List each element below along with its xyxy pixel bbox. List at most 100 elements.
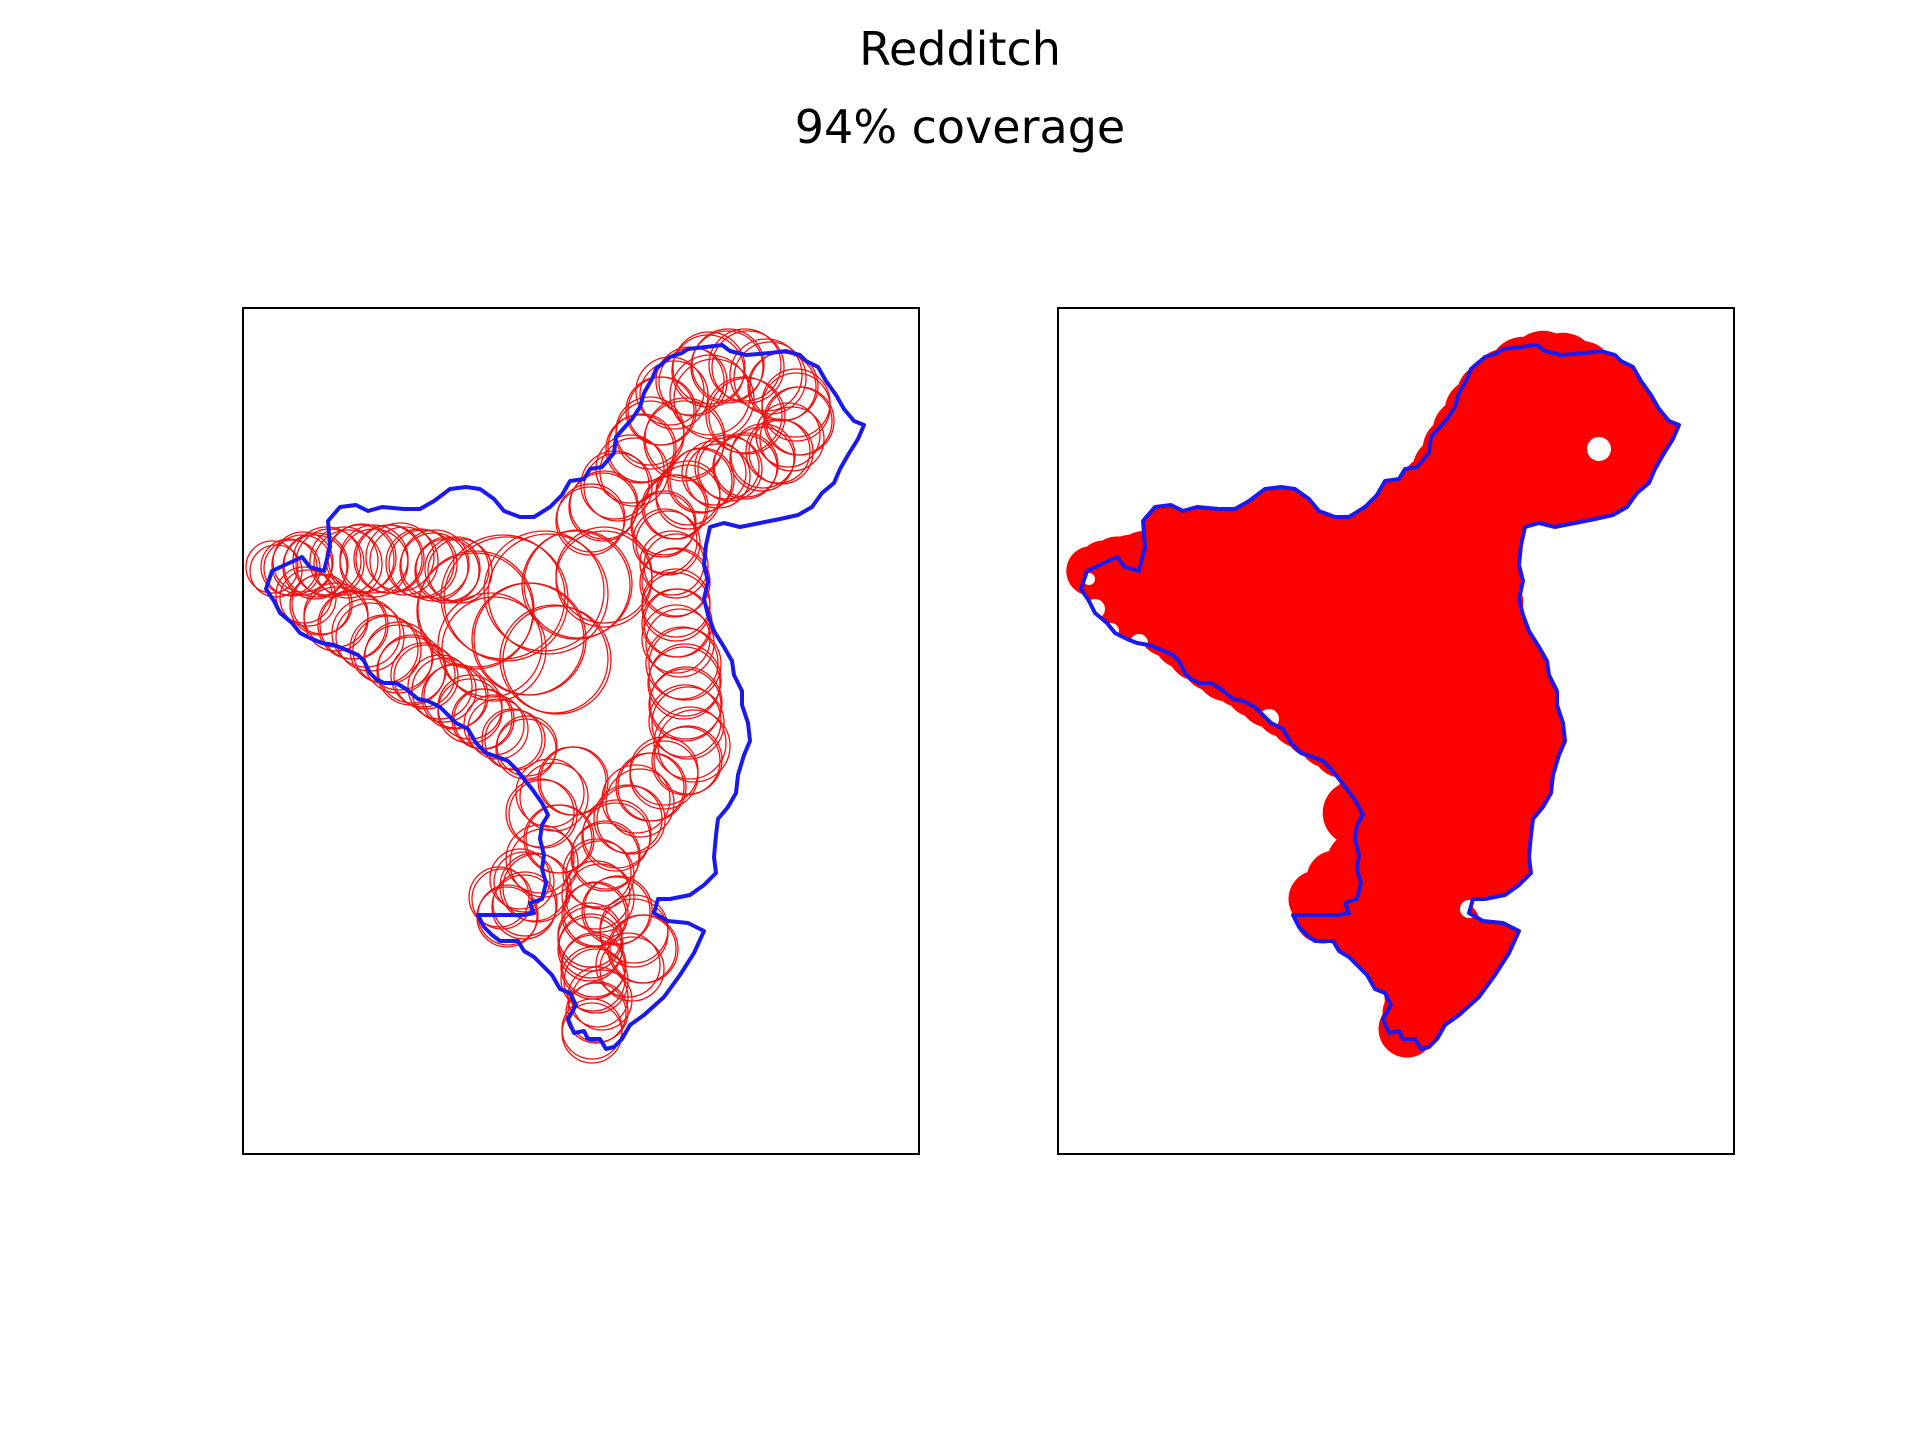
coverage-circle	[745, 418, 811, 484]
coverage-circle	[643, 474, 709, 540]
coverage-circle	[643, 588, 713, 658]
coverage-fill-circle	[1461, 403, 1537, 479]
coverage-fill-circle	[1522, 378, 1596, 452]
coverage-circle	[537, 746, 607, 816]
coverage-circle	[272, 531, 334, 593]
coverage-circle	[625, 376, 695, 446]
coverage-circle	[561, 1002, 623, 1064]
coverage-circle	[708, 377, 786, 455]
coverage-fill-circle	[1373, 529, 1465, 621]
coverage-circle	[556, 483, 626, 553]
coverage-circle	[558, 913, 624, 979]
coverage-circle	[605, 414, 675, 484]
coverage-circle	[468, 866, 530, 928]
coverage-circle	[645, 626, 719, 700]
coverage-circle	[523, 804, 593, 874]
coverage-circle	[669, 447, 735, 513]
coverage-circle	[599, 898, 669, 968]
coverage-circle	[291, 573, 353, 635]
filled-map-svg	[1066, 330, 1681, 1058]
coverage-circle	[643, 400, 725, 482]
coverage-circle	[369, 526, 439, 596]
coverage-circle	[631, 490, 697, 556]
coverage-circle	[648, 668, 722, 742]
coverage-circle	[471, 868, 533, 930]
coverage-circle	[651, 686, 725, 760]
coverage-fill-circle	[1317, 607, 1421, 711]
region-boundary	[264, 343, 866, 1051]
coverage-circle	[271, 534, 333, 596]
coverage-circle	[655, 464, 721, 530]
coverage-circle	[583, 875, 653, 945]
coverage-circle	[641, 572, 711, 642]
uncovered-gap	[1479, 999, 1499, 1019]
coverage-circle	[309, 526, 379, 596]
coverage-circle	[491, 874, 557, 940]
circles-map-panel	[242, 307, 920, 1155]
coverage-circle	[649, 666, 723, 740]
coverage-circle	[388, 529, 458, 599]
coverage-circle	[705, 376, 783, 454]
coverage-circle	[399, 532, 469, 602]
region-boundary	[1079, 343, 1681, 1051]
coverage-circle	[730, 423, 796, 489]
coverage-circle	[502, 605, 612, 715]
coverage-circle	[629, 736, 699, 806]
coverage-circle	[711, 330, 785, 404]
coverage-circle	[313, 529, 383, 599]
coverage-circle	[729, 426, 795, 492]
coverage-circle	[641, 547, 711, 617]
coverage-circle	[563, 948, 629, 1014]
coverage-circle	[483, 530, 605, 652]
uncovered-gap	[1587, 437, 1611, 461]
circles-map-svg	[245, 328, 866, 1064]
figure-title: Redditch	[859, 22, 1061, 76]
coverage-circle	[599, 936, 665, 1002]
coverage-circle	[561, 932, 627, 998]
coverage-circle	[563, 881, 629, 947]
coverage-circle	[581, 876, 651, 946]
coverage-circle	[601, 764, 671, 834]
coverage-circle	[385, 528, 455, 598]
coverage-circle	[681, 440, 747, 506]
coverage-circle	[694, 434, 760, 500]
coverage-circle	[593, 784, 663, 854]
coverage-subtitle: 94% coverage	[794, 100, 1126, 154]
coverage-circle	[641, 604, 711, 674]
coverage-circle	[653, 725, 723, 795]
coverage-circle	[761, 372, 831, 442]
coverage-circle	[279, 569, 337, 627]
coverage-circle	[644, 397, 726, 479]
coverage-circle	[481, 708, 543, 770]
coverage-fill-circle	[1306, 850, 1364, 908]
coverage-circle	[492, 871, 558, 937]
coverage-circle	[763, 386, 833, 456]
coverage-circle	[424, 536, 490, 602]
filled-map-panel	[1057, 307, 1735, 1155]
coverage-circle	[499, 604, 609, 714]
coverage-circle	[729, 338, 803, 412]
coverage-circle	[581, 802, 651, 872]
coverage-circle	[521, 530, 631, 640]
coverage-circle	[580, 450, 650, 520]
coverage-circle	[667, 448, 733, 514]
coverage-circle	[437, 592, 543, 698]
coverage-circle	[648, 684, 722, 758]
coverage-circle	[647, 646, 721, 720]
coverage-circle	[657, 709, 731, 783]
coverage-circle	[648, 627, 722, 701]
coverage-circle	[648, 643, 722, 717]
coverage-circle	[605, 768, 675, 838]
coverage-circle	[708, 328, 782, 402]
coverage-circle	[441, 596, 547, 702]
coverage-circle	[635, 510, 701, 576]
coverage-circle	[471, 582, 585, 696]
coverage-circle	[641, 568, 711, 638]
coverage-circle	[641, 474, 707, 540]
coverage-circle	[607, 914, 677, 984]
coverage-circle	[487, 533, 609, 655]
coverage-circles	[245, 328, 835, 1064]
uncovered-gap	[1347, 387, 1371, 411]
coverage-fill	[1066, 330, 1679, 1058]
coverage-circle	[669, 354, 751, 436]
